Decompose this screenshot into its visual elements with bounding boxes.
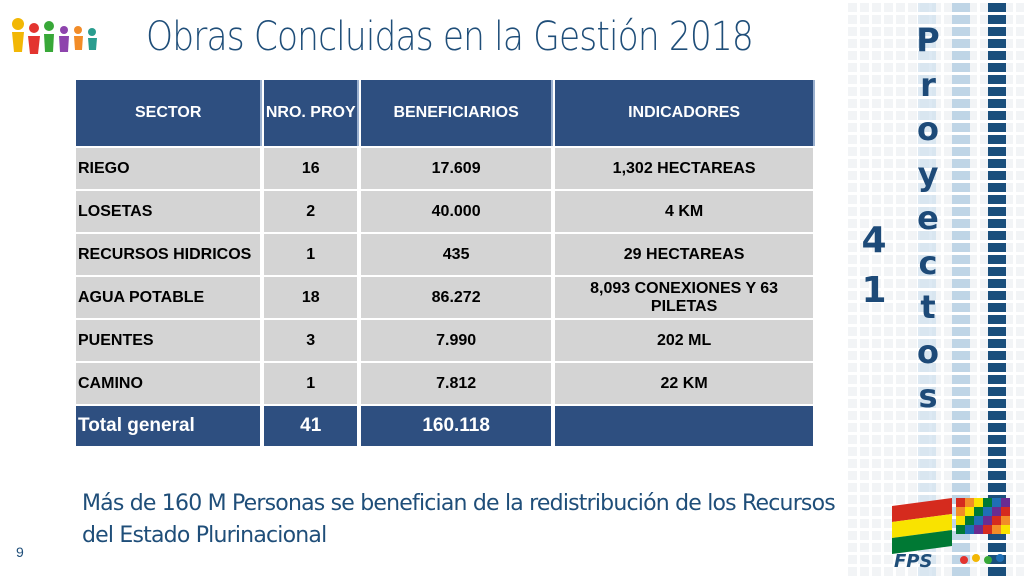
- total-label: Total general: [76, 406, 263, 446]
- cell-beneficiarios: 435: [361, 234, 554, 275]
- digit: 4: [861, 220, 887, 261]
- letter: o: [917, 332, 939, 371]
- decorative-stripe: [988, 0, 1006, 576]
- table-row: RECURSOS HIDRICOS 1 435 29 HECTAREAS: [76, 234, 815, 275]
- cell-sector: AGUA POTABLE: [76, 277, 263, 318]
- letter: t: [920, 288, 936, 326]
- table-row: AGUA POTABLE 18 86.272 8,093 CONEXIONES …: [76, 277, 815, 318]
- header-sector: SECTOR: [76, 80, 263, 146]
- cell-sector: RECURSOS HIDRICOS: [76, 234, 263, 275]
- table-total-row: Total general 41 160.118: [76, 406, 815, 446]
- cell-beneficiarios: 86.272: [361, 277, 554, 318]
- digit: 1: [861, 270, 887, 311]
- decorative-grid-panel: [848, 0, 1024, 576]
- decorative-stripe: [952, 0, 970, 576]
- header-nro-proy: NRO. PROY: [264, 80, 360, 146]
- cell-sector: CAMINO: [76, 363, 263, 404]
- letter: r: [920, 65, 936, 104]
- total-nro: 41: [264, 406, 360, 446]
- cell-beneficiarios: 40.000: [361, 191, 554, 232]
- total-beneficiarios: 160.118: [361, 406, 554, 446]
- page-title: Obras Concluidas en la Gestión 2018: [146, 14, 754, 60]
- cell-sector: RIEGO: [76, 148, 263, 189]
- cell-indicadores: 202 ML: [555, 320, 815, 361]
- people-logo-icon: [12, 18, 97, 54]
- letter: o: [917, 110, 939, 148]
- cell-nro: 18: [264, 277, 360, 318]
- cell-beneficiarios: 7.990: [361, 320, 554, 361]
- cell-nro: 1: [264, 234, 360, 275]
- header-beneficiarios: BENEFICIARIOS: [361, 80, 554, 146]
- letter: c: [918, 243, 938, 282]
- cell-indicadores: 1,302 HECTAREAS: [555, 148, 815, 189]
- proyectos-vertical-label: P r o y e c t o s: [905, 18, 951, 419]
- fps-logo-text: FPS: [894, 551, 932, 572]
- cell-nro: 1: [264, 363, 360, 404]
- cell-indicadores: 22 KM: [555, 363, 815, 404]
- cell-indicadores: 8,093 CONEXIONES Y 63 PILETAS: [555, 277, 815, 318]
- letter: y: [917, 154, 939, 193]
- proyectos-count: 4 1: [856, 216, 892, 316]
- footer-statement: Más de 160 M Personas se benefician de l…: [82, 491, 836, 548]
- cell-nro: 2: [264, 191, 360, 232]
- cell-sector: PUENTES: [76, 320, 263, 361]
- cell-nro: 16: [264, 148, 360, 189]
- page-number: 9: [16, 544, 24, 560]
- table-row: CAMINO 1 7.812 22 KM: [76, 363, 815, 404]
- obras-table: SECTOR NRO. PROY BENEFICIARIOS INDICADOR…: [74, 78, 817, 448]
- letter: e: [917, 199, 939, 237]
- letter: P: [916, 21, 940, 59]
- cell-nro: 3: [264, 320, 360, 361]
- letter: s: [918, 377, 938, 415]
- table-row: RIEGO 16 17.609 1,302 HECTAREAS: [76, 148, 815, 189]
- table-row: LOSETAS 2 40.000 4 KM: [76, 191, 815, 232]
- cell-indicadores: 29 HECTAREAS: [555, 234, 815, 275]
- cell-indicadores: 4 KM: [555, 191, 815, 232]
- table-row: PUENTES 3 7.990 202 ML: [76, 320, 815, 361]
- table-header-row: SECTOR NRO. PROY BENEFICIARIOS INDICADOR…: [76, 80, 815, 146]
- cell-beneficiarios: 7.812: [361, 363, 554, 404]
- cell-beneficiarios: 17.609: [361, 148, 554, 189]
- fps-flag-logo-icon: FPS: [892, 498, 1010, 572]
- cell-sector: LOSETAS: [76, 191, 263, 232]
- decorative-stripe: [918, 0, 936, 576]
- header-indicadores: INDICADORES: [555, 80, 815, 146]
- total-indicadores: [555, 406, 815, 446]
